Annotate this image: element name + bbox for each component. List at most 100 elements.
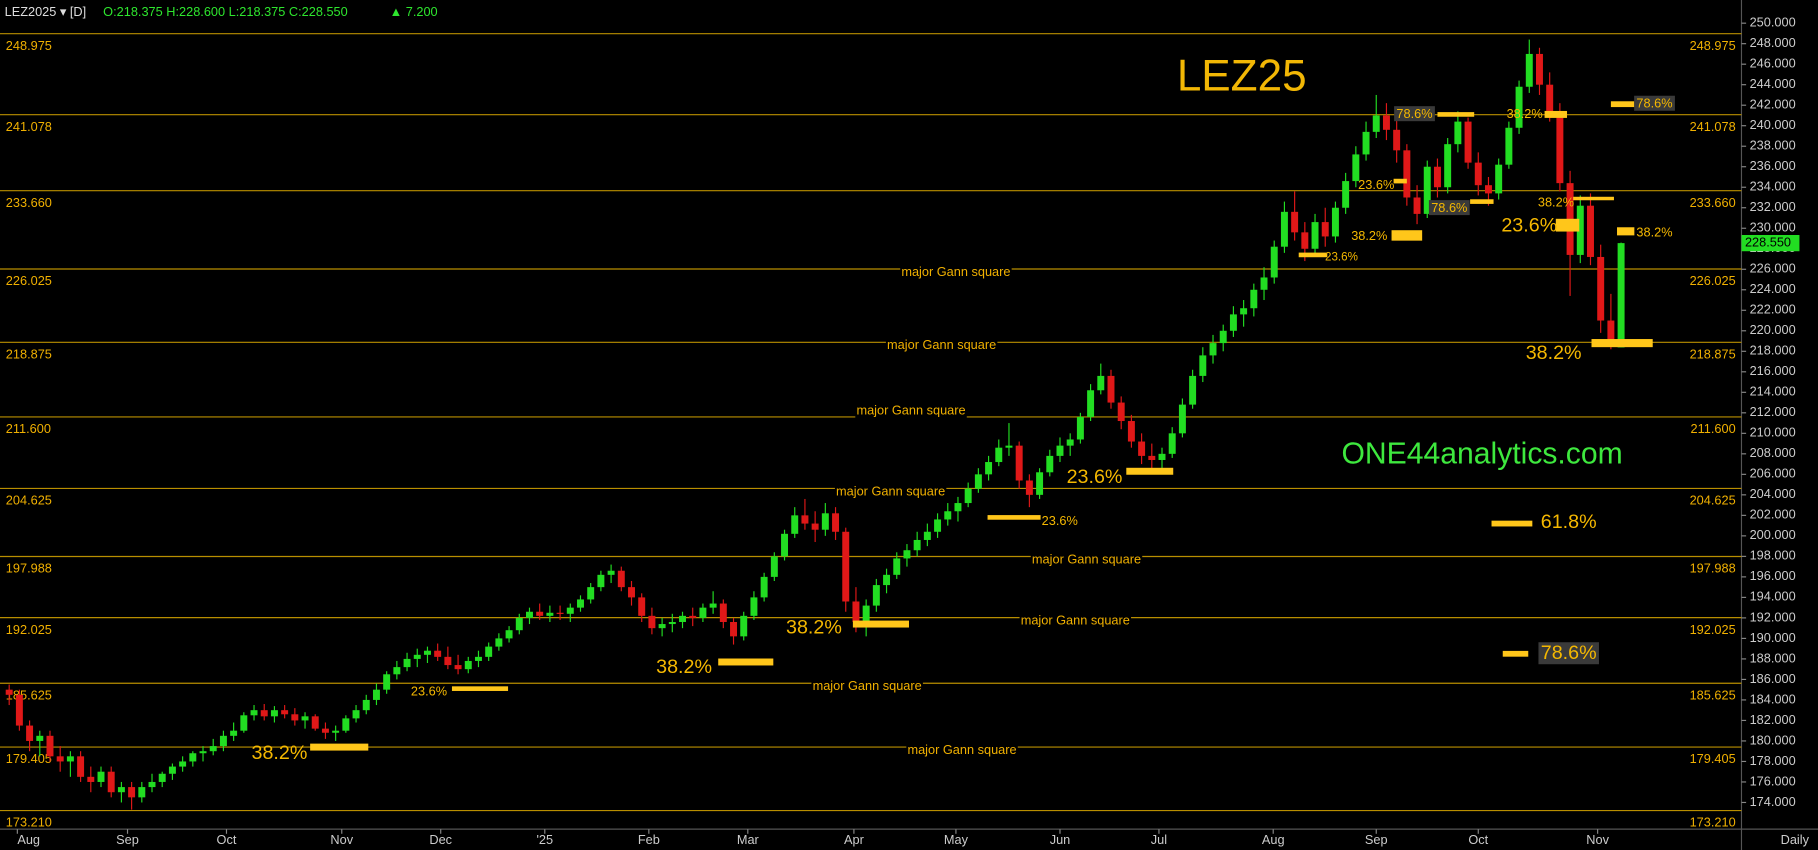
level-label-right: 173.210 <box>1690 815 1736 830</box>
candle-body <box>934 519 942 532</box>
candle-body <box>1168 433 1176 454</box>
candle-body <box>1423 166 1431 214</box>
candle-body <box>1148 455 1156 460</box>
annotation-bar <box>1437 112 1475 117</box>
y-tick-label: 222.000 <box>1750 302 1796 317</box>
y-tick-label: 212.000 <box>1750 404 1796 419</box>
annotation-bar <box>1298 252 1328 258</box>
gann-label: major Gann square <box>907 742 1016 757</box>
annotation-bar <box>1617 227 1635 236</box>
candle-body <box>964 488 972 504</box>
annotation-bar <box>1470 199 1494 204</box>
annotation-bar <box>1573 196 1614 201</box>
y-tick-label: 176.000 <box>1750 773 1796 788</box>
y-tick-label: 206.000 <box>1750 466 1796 481</box>
candle-body <box>1046 455 1054 473</box>
y-tick-label: 194.000 <box>1750 589 1796 604</box>
candle-body <box>842 531 850 602</box>
x-tick-label: Sep <box>116 832 139 847</box>
candle-body <box>1587 205 1594 257</box>
candle-body <box>1372 115 1380 132</box>
candle-body <box>893 558 901 575</box>
candle-body <box>464 660 472 670</box>
candle-body <box>158 773 166 782</box>
candle-body <box>1178 404 1186 434</box>
x-tick-label: Sep <box>1365 832 1388 847</box>
candle-body <box>1005 445 1013 448</box>
candle-body <box>526 611 533 618</box>
y-tick-label: 240.000 <box>1750 117 1796 132</box>
annotation-box <box>1538 642 1599 665</box>
level-label-left: 211.600 <box>6 421 51 436</box>
candle-body <box>270 710 278 717</box>
gann-label-bg <box>1030 551 1143 567</box>
level-label-right: 211.600 <box>1691 421 1736 436</box>
candle-body <box>1280 211 1288 247</box>
watermark: ONE44analytics.com <box>1341 438 1622 471</box>
level-label-right: 197.988 <box>1690 561 1736 576</box>
candle-body <box>821 513 829 530</box>
x-tick-label: Jul <box>1151 832 1167 847</box>
candle-body <box>1464 121 1472 163</box>
candle-body <box>852 601 860 622</box>
candle-body <box>1352 154 1360 182</box>
annotation-bar <box>1126 467 1174 475</box>
candle-body <box>536 611 544 616</box>
y-tick-label: 190.000 <box>1750 630 1796 645</box>
candle-body <box>128 787 136 798</box>
candle-body <box>209 746 217 752</box>
annotation-label: 38.2% <box>251 742 307 764</box>
level-label-right: 192.025 <box>1690 622 1736 637</box>
candle-body <box>699 607 707 618</box>
level-label-left: 248.975 <box>6 38 52 53</box>
candle-body <box>1454 121 1462 145</box>
candle-body <box>168 766 176 774</box>
level-label-right: 179.405 <box>1690 751 1736 766</box>
candle-body <box>117 787 125 793</box>
candle-body <box>1617 243 1625 348</box>
annotation-bar <box>1491 520 1533 527</box>
candle-body <box>240 715 248 731</box>
candle-body <box>515 617 523 631</box>
y-tick-label: 246.000 <box>1750 56 1796 71</box>
x-tick-label: Aug <box>17 832 40 847</box>
candle-body <box>781 533 789 557</box>
candle-body <box>342 718 350 731</box>
last-price-label: 228.550 <box>1745 234 1791 249</box>
candle-body <box>15 694 23 726</box>
level-label-left: 218.875 <box>6 346 52 361</box>
candle-body <box>597 574 605 588</box>
level-label-right: 233.660 <box>1690 195 1736 210</box>
annotation-label: 23.6% <box>1067 466 1123 488</box>
candle-body <box>617 570 625 588</box>
candle-body <box>423 650 431 655</box>
y-tick-label: 210.000 <box>1750 425 1796 440</box>
candle-body <box>730 621 738 637</box>
level-label-left: 197.988 <box>6 561 52 576</box>
candle-body <box>1342 181 1350 208</box>
x-tick-label: Nov <box>330 832 353 847</box>
annotation-label: 38.2% <box>1538 194 1574 209</box>
quote: O:218.375 H:228.600 L:218.375 C:228.550 <box>103 4 348 19</box>
y-tick-label: 230.000 <box>1750 220 1796 235</box>
x-tick-label: Oct <box>1468 832 1488 847</box>
candle-body <box>46 735 54 757</box>
level-label-left: 179.405 <box>6 751 52 766</box>
candle-body <box>1076 416 1084 440</box>
candle-body <box>1484 185 1492 194</box>
candle-body <box>668 621 676 625</box>
candle-body <box>474 656 482 661</box>
annotation-bar <box>310 743 369 751</box>
y-tick-label: 232.000 <box>1750 199 1796 214</box>
candle-body <box>801 515 809 524</box>
y-tick-label: 226.000 <box>1750 261 1796 276</box>
candle-body <box>750 597 758 616</box>
candle-body <box>260 710 268 717</box>
y-tick-label: 198.000 <box>1750 548 1796 563</box>
level-label-left: 192.025 <box>6 622 52 637</box>
candle-body <box>485 646 493 657</box>
candle-body <box>250 710 258 716</box>
candle-body <box>1291 211 1299 233</box>
candle-body <box>321 728 329 733</box>
candle-body <box>770 556 778 577</box>
